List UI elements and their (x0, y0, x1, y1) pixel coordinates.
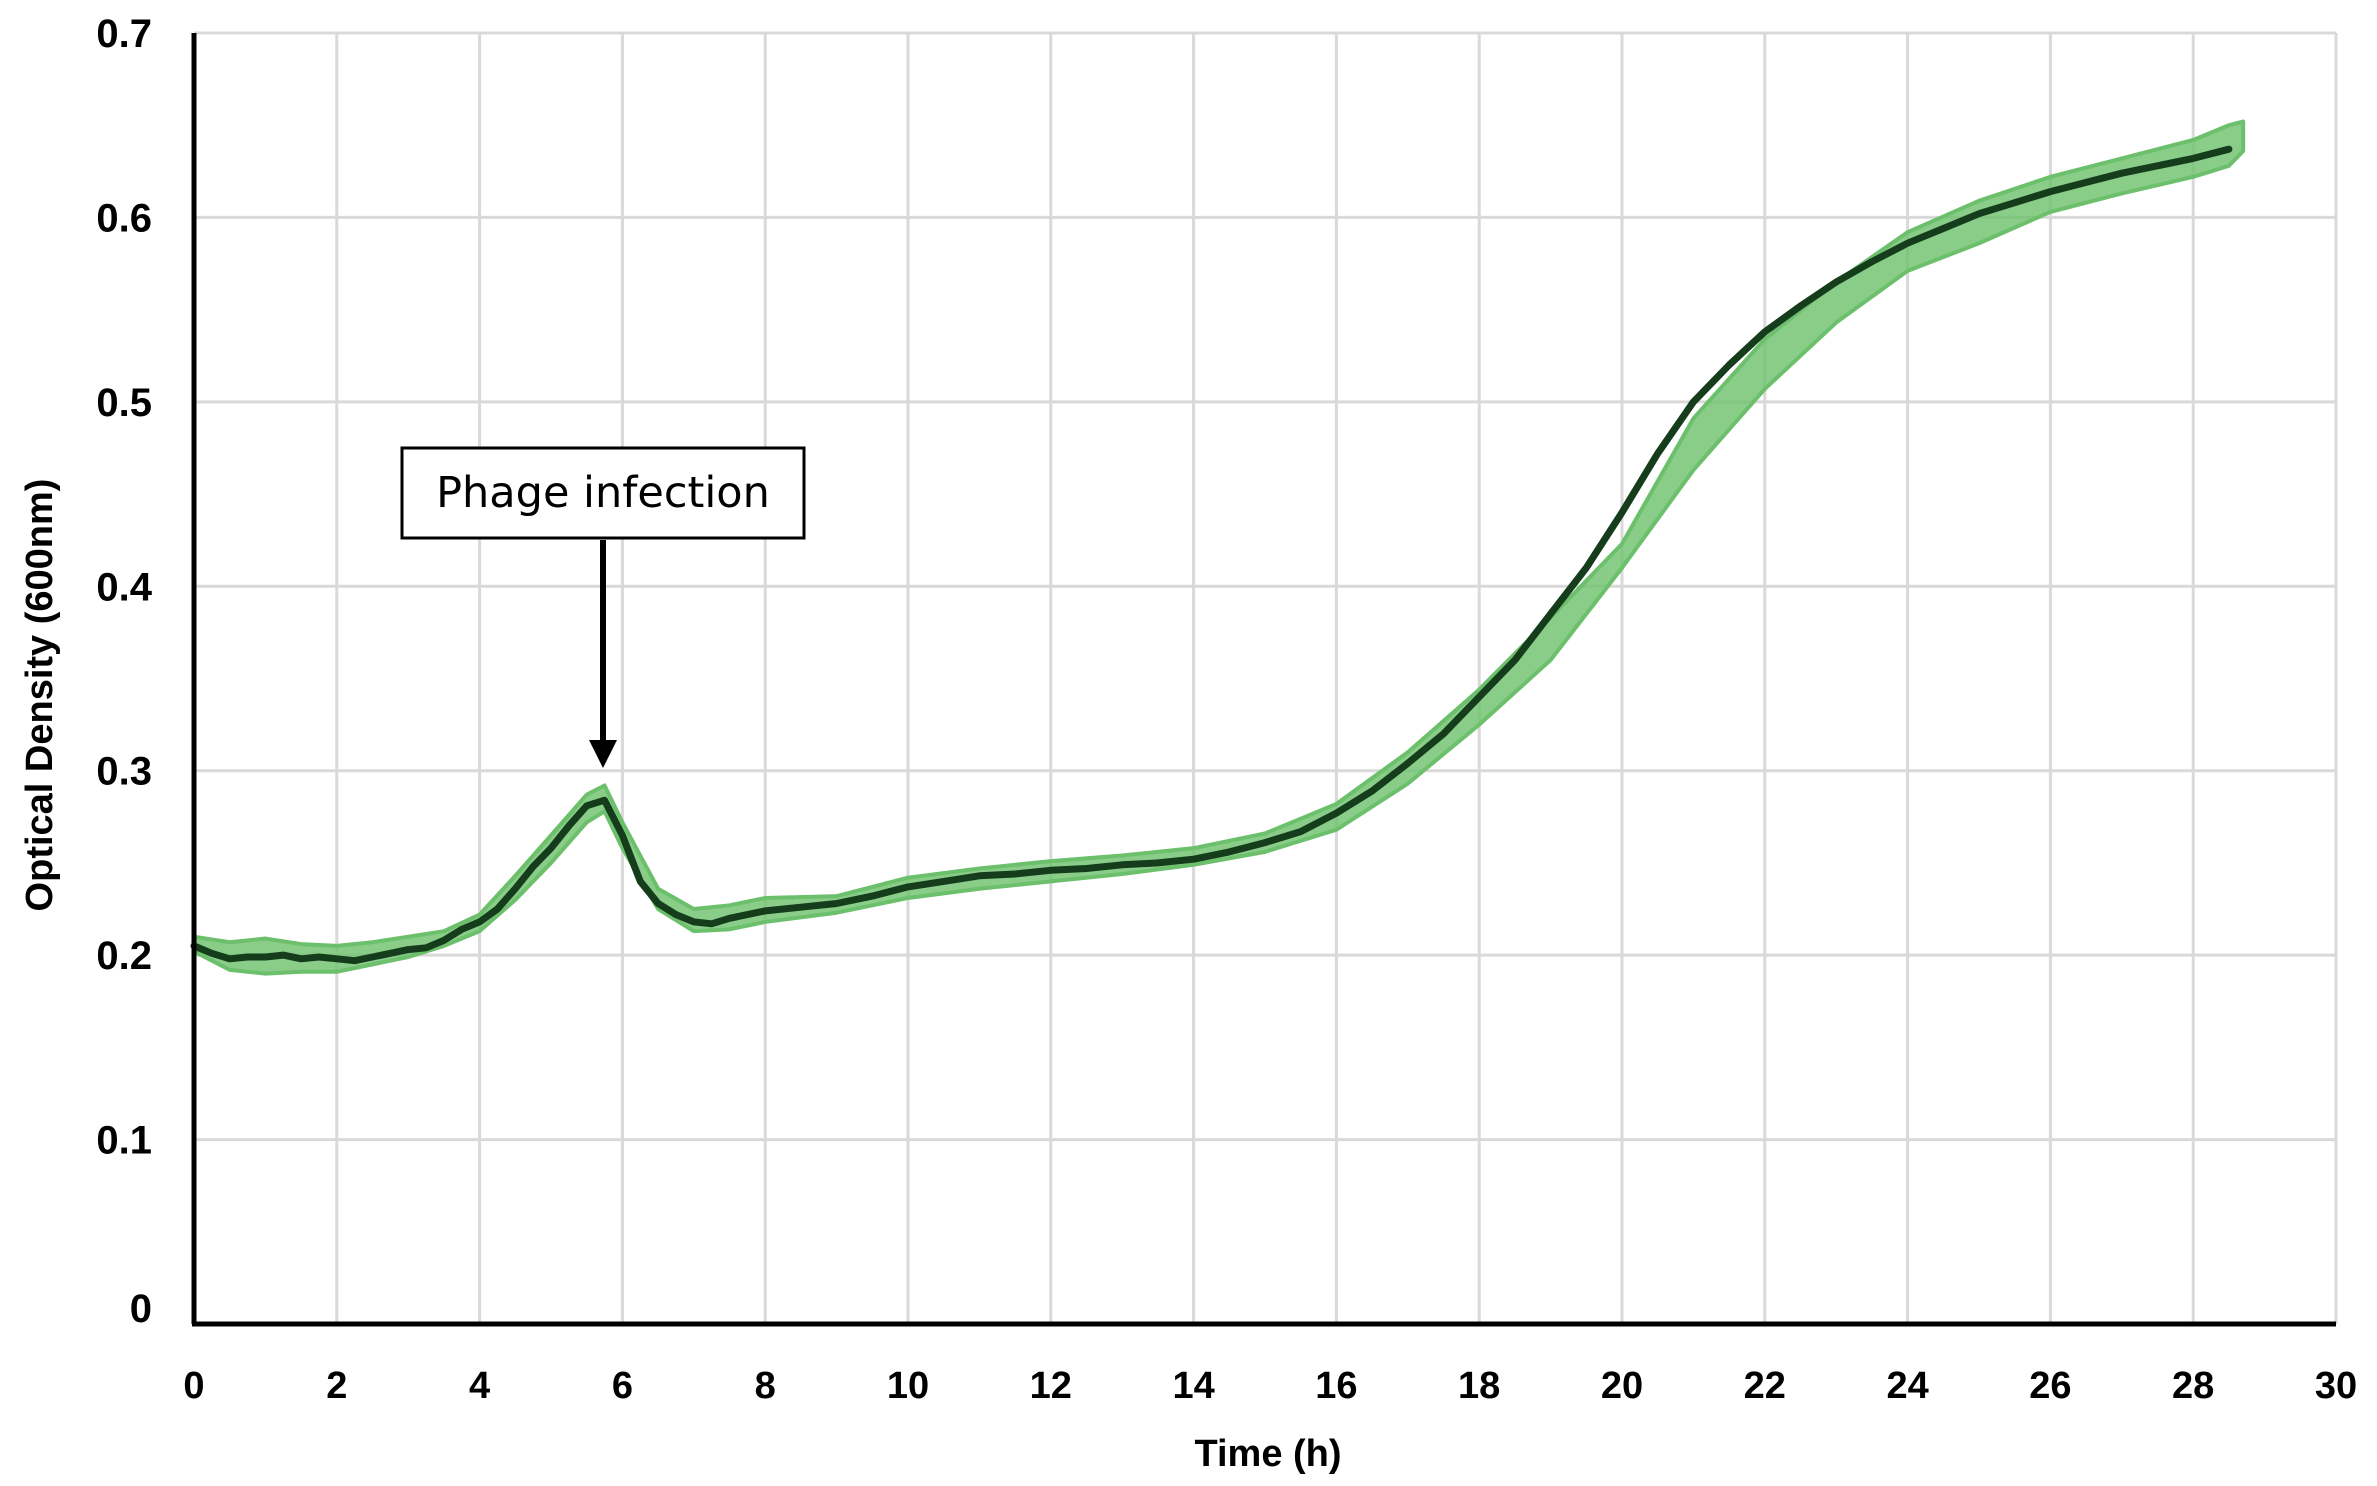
y-tick-labels: 0 0.1 0.2 0.3 0.4 0.5 0.6 0.7 (96, 12, 152, 1331)
x-tick-label: 0 (183, 1365, 204, 1407)
x-tick-label: 24 (1886, 1365, 1928, 1407)
x-tick-label: 28 (2172, 1365, 2214, 1407)
y-tick-label: 0 (130, 1287, 152, 1331)
x-axis-title: Time (h) (1194, 1433, 1341, 1475)
x-tick-label: 8 (755, 1365, 776, 1407)
x-tick-label: 14 (1172, 1365, 1214, 1407)
confidence-band-layer (192, 119, 2246, 976)
axes (191, 33, 2336, 1327)
x-tick-label: 10 (887, 1365, 929, 1407)
od-series-line (190, 145, 2233, 965)
x-tick-labels: 0 2 4 6 8 10 12 14 16 18 20 22 24 26 28 30 (183, 1365, 2357, 1407)
od-series-layer (190, 145, 2233, 965)
y-tick-label: 0.6 (96, 196, 152, 240)
y-tick-label: 0.5 (96, 381, 152, 425)
annotation-box (400, 446, 806, 540)
x-tick-label: 6 (612, 1365, 633, 1407)
y-axis-title: Optical Density (600nm) (19, 479, 61, 912)
od-confidence-band (192, 119, 2246, 976)
x-tick-label: 16 (1315, 1365, 1357, 1407)
x-tick-label: 22 (1744, 1365, 1786, 1407)
annotation-label: Phage infection (436, 468, 770, 518)
y-tick-label: 0.3 (96, 750, 152, 794)
y-tick-label: 0.7 (96, 12, 152, 56)
x-tick-label: 4 (469, 1365, 490, 1407)
x-tick-label: 12 (1030, 1365, 1072, 1407)
y-tick-label: 0.1 (96, 1119, 152, 1163)
y-tick-label: 0.2 (96, 934, 152, 978)
y-tick-label: 0.4 (96, 565, 152, 609)
x-tick-label: 2 (326, 1365, 347, 1407)
phage-infection-annotation: Phage infection (400, 446, 806, 768)
x-tick-label: 20 (1601, 1365, 1643, 1407)
x-tick-label: 18 (1458, 1365, 1500, 1407)
annotation-arrow-head (589, 740, 617, 768)
x-tick-label: 26 (2029, 1365, 2071, 1407)
x-tick-label: 30 (2315, 1365, 2357, 1407)
